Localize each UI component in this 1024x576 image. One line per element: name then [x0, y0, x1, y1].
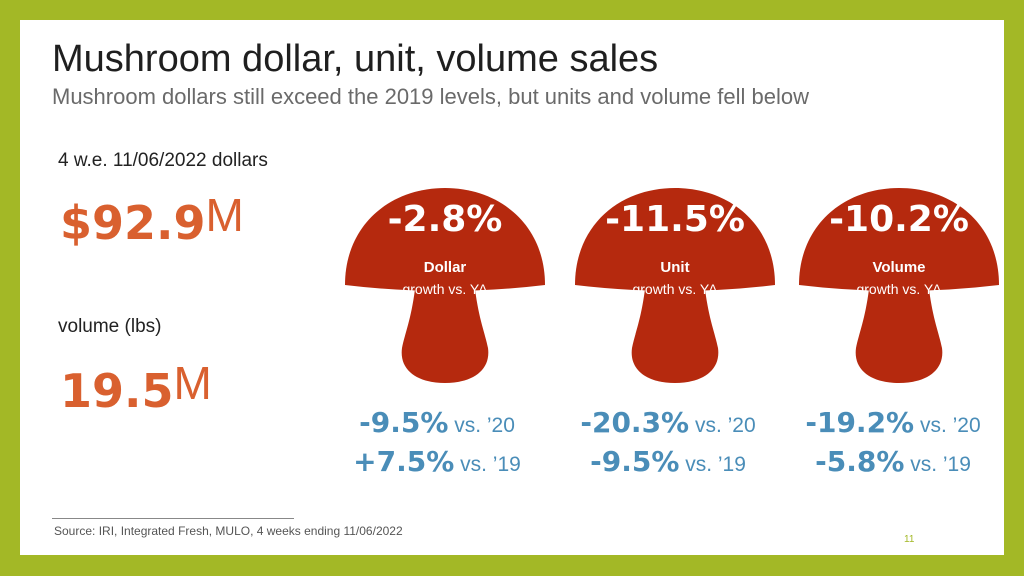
unit-growth-pct: -11.5% — [605, 199, 745, 240]
unit-vs-2019-text: vs. ’19 — [679, 453, 746, 476]
mushroom-shape-icon — [575, 188, 775, 383]
unit-vs-2020-value: -20.3% — [580, 406, 690, 439]
volume-vs-2019-text: vs. ’19 — [904, 453, 971, 476]
dollar-vs-2019: +7.5% vs. ’19 — [317, 445, 557, 478]
dollar-growth-pct: -2.8% — [387, 199, 503, 240]
dollar-growth-label: Dollar — [423, 259, 467, 276]
dollar-vs-2019-value: +7.5% — [353, 445, 455, 478]
volume-vs-2020: -19.2% vs. ’20 — [773, 406, 1013, 439]
volume-value: 19.5M — [60, 360, 212, 414]
source-note: Source: IRI, Integrated Fresh, MULO, 4 w… — [54, 524, 403, 538]
volume-vs-2020-text: vs. ’20 — [914, 414, 981, 437]
source-divider — [52, 518, 294, 519]
volume-unit: M — [173, 357, 212, 409]
volume-growth-label: Volume — [872, 259, 926, 276]
mushroom-volume: -10.2% Volume growth vs. YA — [789, 185, 1009, 385]
unit-vs-2019-value: -9.5% — [590, 445, 680, 478]
volume-number: 19.5 — [60, 364, 174, 418]
unit-vs-2019: -9.5% vs. ’19 — [548, 445, 788, 478]
dollars-number: $92.9 — [60, 196, 206, 250]
mushroom-shape-icon — [799, 188, 999, 383]
mushroom-unit: -11.5% Unit growth vs. YA — [565, 185, 785, 385]
dollar-vs-2019-text: vs. ’19 — [454, 453, 521, 476]
unit-growth-sub: growth vs. YA — [632, 281, 718, 297]
unit-vs-2020-text: vs. ’20 — [689, 414, 756, 437]
dollars-value: $92.9M — [60, 192, 244, 246]
volume-vs-2020-value: -19.2% — [805, 406, 915, 439]
mushroom-dollar: -2.8% Dollar growth vs. YA — [335, 185, 555, 385]
volume-vs-2019-value: -5.8% — [815, 445, 905, 478]
volume-label: volume (lbs) — [58, 316, 162, 337]
dollar-growth-sub: growth vs. YA — [402, 281, 488, 297]
unit-vs-2020: -20.3% vs. ’20 — [548, 406, 788, 439]
volume-vs-2019: -5.8% vs. ’19 — [773, 445, 1013, 478]
unit-growth-label: Unit — [660, 259, 690, 276]
dollar-vs-2020: -9.5% vs. ’20 — [317, 406, 557, 439]
dollars-label: 4 w.e. 11/06/2022 dollars — [58, 150, 268, 171]
volume-growth-sub: growth vs. YA — [856, 281, 942, 297]
dollar-vs-2020-value: -9.5% — [359, 406, 449, 439]
page-number: 11 — [904, 534, 915, 545]
page-subtitle: Mushroom dollars still exceed the 2019 l… — [52, 84, 809, 109]
dollar-vs-2020-text: vs. ’20 — [448, 414, 515, 437]
volume-growth-pct: -10.2% — [829, 199, 969, 240]
slide: Mushroom dollar, unit, volume sales Mush… — [20, 20, 1004, 555]
page-title: Mushroom dollar, unit, volume sales — [52, 38, 659, 80]
dollars-unit: M — [205, 189, 244, 241]
mushroom-shape-icon — [345, 188, 545, 383]
